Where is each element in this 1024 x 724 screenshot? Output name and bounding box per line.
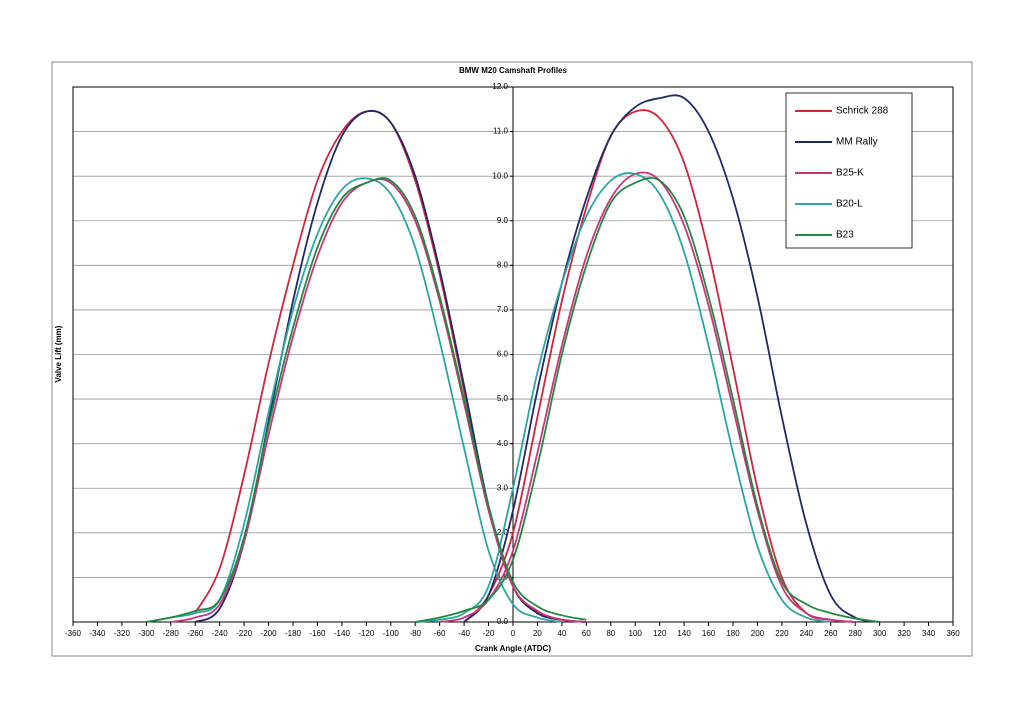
x-tick-label: 60 bbox=[582, 629, 591, 638]
x-tick-label: 200 bbox=[751, 629, 765, 638]
y-tick-label: 6.0 bbox=[497, 350, 509, 359]
x-tick-label: 100 bbox=[629, 629, 643, 638]
x-tick-label: 220 bbox=[775, 629, 789, 638]
x-tick-label: -200 bbox=[261, 629, 278, 638]
x-tick-label: -360 bbox=[65, 629, 82, 638]
x-tick-label: -320 bbox=[114, 629, 131, 638]
x-tick-label: 80 bbox=[606, 629, 615, 638]
legend-label: B20-L bbox=[836, 199, 863, 210]
x-tick-label: -20 bbox=[483, 629, 495, 638]
y-tick-label: 3.0 bbox=[497, 483, 509, 492]
x-tick-label: -120 bbox=[358, 629, 375, 638]
x-tick-label: -240 bbox=[212, 629, 229, 638]
legend-box bbox=[785, 92, 913, 249]
x-tick-label: 240 bbox=[800, 629, 814, 638]
x-tick-label: -60 bbox=[434, 629, 446, 638]
chart-title: BMW M20 Camshaft Profiles bbox=[459, 66, 568, 75]
x-tick-label: -300 bbox=[138, 629, 155, 638]
y-tick-label: 8.0 bbox=[497, 260, 509, 269]
y-tick-label: 11.0 bbox=[493, 127, 509, 136]
y-tick-label: 10.0 bbox=[492, 171, 508, 180]
y-tick-label: 7.0 bbox=[497, 305, 509, 314]
x-tick-label: 260 bbox=[824, 629, 838, 638]
x-tick-label: -160 bbox=[309, 629, 326, 638]
y-axis-label: Valve Lift (mm) bbox=[54, 325, 63, 382]
x-tick-label: -340 bbox=[89, 629, 106, 638]
x-tick-label: -80 bbox=[409, 629, 421, 638]
x-tick-label: 360 bbox=[946, 629, 960, 638]
x-tick-label: 320 bbox=[897, 629, 911, 638]
x-tick-label: 40 bbox=[557, 629, 566, 638]
x-tick-label: 20 bbox=[533, 629, 542, 638]
x-tick-label: -40 bbox=[458, 629, 470, 638]
x-tick-label: 300 bbox=[873, 629, 887, 638]
x-tick-label: -220 bbox=[236, 629, 253, 638]
legend-label: B25-K bbox=[836, 168, 864, 179]
legend-label: B23 bbox=[836, 230, 854, 241]
x-tick-label: 0 bbox=[511, 629, 516, 638]
legend-label: Schrick 288 bbox=[836, 106, 889, 117]
x-tick-label: -140 bbox=[334, 629, 351, 638]
y-tick-label: 9.0 bbox=[497, 216, 509, 225]
x-tick-label: -100 bbox=[383, 629, 400, 638]
x-tick-label: -180 bbox=[285, 629, 302, 638]
x-tick-label: -260 bbox=[187, 629, 204, 638]
x-axis-label: Crank Angle (ATDC) bbox=[475, 644, 551, 653]
legend-label: MM Rally bbox=[836, 137, 878, 148]
x-tick-label: 160 bbox=[702, 629, 716, 638]
y-tick-label: 4.0 bbox=[497, 439, 509, 448]
y-tick-label: 5.0 bbox=[497, 394, 509, 403]
x-tick-label: 280 bbox=[849, 629, 863, 638]
x-tick-label: 120 bbox=[653, 629, 667, 638]
series-line bbox=[146, 177, 880, 623]
x-tick-label: 340 bbox=[922, 629, 936, 638]
x-tick-label: 140 bbox=[677, 629, 691, 638]
x-tick-label: 180 bbox=[726, 629, 740, 638]
x-tick-label: -280 bbox=[163, 629, 180, 638]
